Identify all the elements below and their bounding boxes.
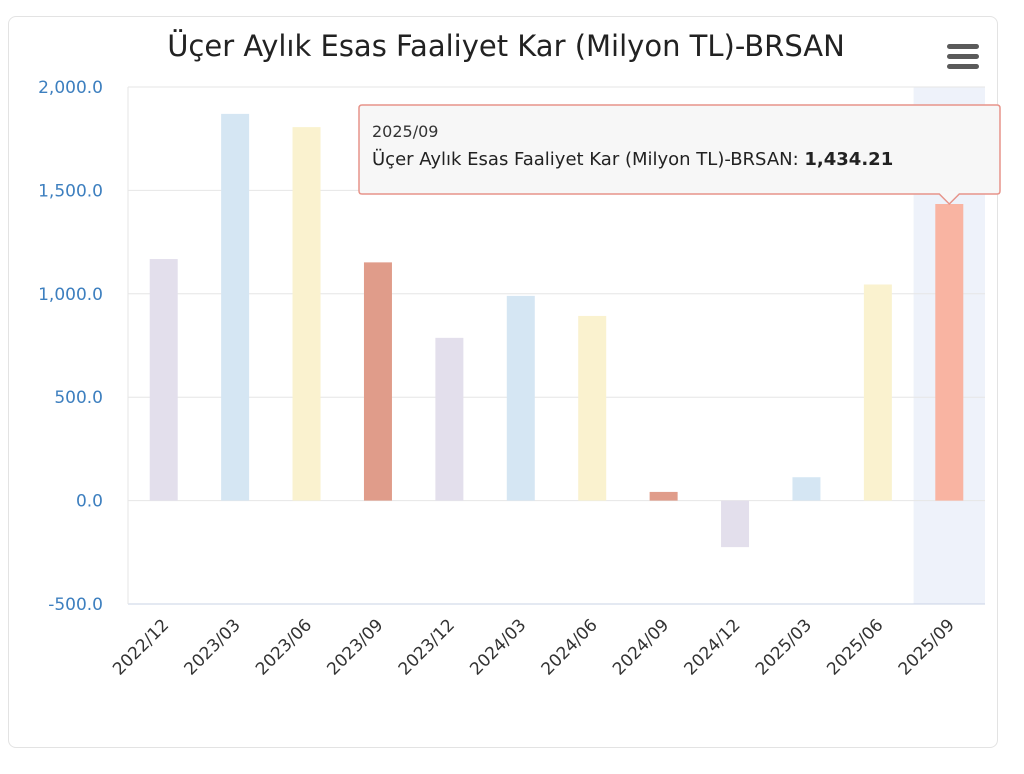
bar-2025-06[interactable] xyxy=(863,284,892,501)
bar-2023-09[interactable] xyxy=(363,262,392,501)
y-tick-label: 0.0 xyxy=(76,492,103,512)
bar-2025-09[interactable] xyxy=(935,204,964,501)
tooltip-box xyxy=(358,104,1001,206)
bar-2024-09[interactable] xyxy=(649,491,678,501)
x-tick-label: 2023/12 xyxy=(395,615,459,679)
x-tick-label: 2025/09 xyxy=(895,615,959,679)
bar-2023-06[interactable] xyxy=(292,127,321,501)
x-tick-label: 2023/06 xyxy=(252,615,316,679)
x-tick-label: 2024/03 xyxy=(466,615,530,679)
y-axis: -500.0 0.0 500.0 1,000.0 1,500.0 2,000.0 xyxy=(38,78,103,615)
tooltip-value: 1,434.21 xyxy=(804,149,893,170)
x-tick-label: 2025/06 xyxy=(823,615,887,679)
y-tick-label: 1,500.0 xyxy=(38,181,103,201)
tooltip-date: 2025/09 xyxy=(372,122,438,141)
chart-menu-button[interactable] xyxy=(946,42,980,70)
tooltip-series-label: Üçer Aylık Esas Faaliyet Kar (Milyon TL)… xyxy=(372,148,804,170)
tooltip: 2025/09 Üçer Aylık Esas Faaliyet Kar (Mi… xyxy=(358,104,1001,206)
x-axis: 2022/12 2023/03 2023/06 2023/09 2023/12 2024/… xyxy=(109,615,959,679)
x-tick-label: 2022/12 xyxy=(109,615,173,679)
hamburger-menu-icon xyxy=(947,44,979,69)
x-tick-label: 2024/09 xyxy=(609,615,673,679)
x-tick-label: 2024/06 xyxy=(538,615,602,679)
bar-2025-03[interactable] xyxy=(792,477,821,501)
y-tick-label: 1,000.0 xyxy=(38,285,103,305)
chart-title: Üçer Aylık Esas Faaliyet Kar (Milyon TL)… xyxy=(167,29,845,63)
bar-2023-03[interactable] xyxy=(221,113,250,501)
y-tick-label: 2,000.0 xyxy=(38,78,103,98)
x-tick-label: 2024/12 xyxy=(680,615,744,679)
y-tick-label: -500.0 xyxy=(48,595,103,615)
bar-2024-12[interactable] xyxy=(721,500,750,548)
grid-lines xyxy=(127,86,985,605)
tooltip-text: Üçer Aylık Esas Faaliyet Kar (Milyon TL)… xyxy=(372,148,893,170)
bar-2024-03[interactable] xyxy=(506,295,535,501)
x-tick-label: 2023/03 xyxy=(181,615,245,679)
bar-2024-06[interactable] xyxy=(578,315,607,501)
y-tick-label: 500.0 xyxy=(54,388,103,408)
bar-2022-12[interactable] xyxy=(149,259,178,501)
bars xyxy=(149,113,964,548)
x-tick-label: 2023/09 xyxy=(323,615,387,679)
bar-2023-12[interactable] xyxy=(435,337,464,501)
x-tick-label: 2025/03 xyxy=(752,615,816,679)
